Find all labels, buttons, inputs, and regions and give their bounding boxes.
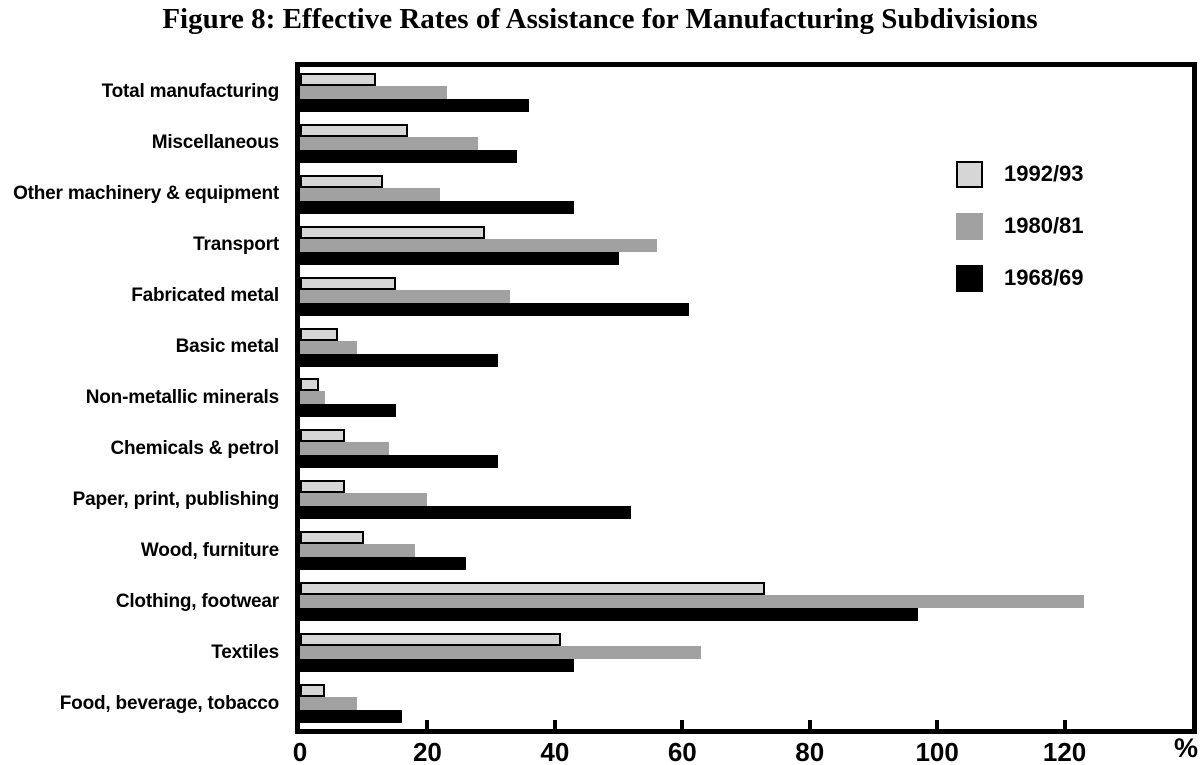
bar-1980-81 [300,697,358,711]
bar-1968-69 [300,200,574,214]
bar-1968-69 [300,302,689,316]
x-axis-tick [807,720,812,729]
legend-label: 1968/69 [1004,265,1084,290]
x-axis-tick-label: 80 [795,737,825,765]
x-axis-labels: 0 20 40 60 80 100 120 [0,737,1200,765]
legend-item: 1992/93 [956,148,1084,200]
bar-group [300,678,1192,729]
category-label: Basic metal [175,336,280,358]
legend-swatch-1980-81 [956,212,983,240]
bar-1980-81 [300,595,1084,609]
legend-label: 1980/81 [1004,213,1084,238]
x-axis-tick-label: 60 [667,737,697,765]
bar-1992-93 [300,684,326,698]
category-label: Non-metallic minerals [85,386,279,408]
bar-1980-81 [300,289,511,303]
x-axis-tick [1062,720,1067,729]
legend: 1992/93 1980/81 1968/69 [956,148,1084,304]
bar-group [300,271,1192,322]
category-label: Wood, furniture [140,539,279,561]
bar-1992-93 [300,582,766,596]
bar-group [300,169,1192,220]
category-label: Food, beverage, tobacco [59,692,279,714]
plot-area [295,62,1197,734]
bar-1992-93 [300,225,485,239]
bar-1968-69 [300,659,574,673]
bar-group [300,576,1192,627]
bar-1968-69 [300,353,498,367]
bar-1992-93 [300,72,377,86]
bar-1980-81 [300,442,390,456]
bar-group [300,627,1192,678]
bar-1980-81 [300,136,479,150]
x-axis-unit-label: % [1173,733,1199,763]
bar-1980-81 [300,544,415,558]
bar-1968-69 [300,710,402,724]
bar-1980-81 [300,646,702,660]
bar-1992-93 [300,327,339,341]
x-axis-tick [552,720,557,729]
bar-1980-81 [300,340,358,354]
legend-swatch-1968-69 [956,264,983,292]
bar-1968-69 [300,506,632,520]
bar-1992-93 [300,378,320,392]
category-label: Fabricated metal [131,285,279,307]
bar-1968-69 [300,251,619,265]
bar-1968-69 [300,404,396,418]
category-label: Miscellaneous [151,132,279,154]
bar-1992-93 [300,480,345,494]
legend-item: 1980/81 [956,200,1084,252]
bar-1992-93 [300,429,345,443]
legend-swatch-1992-93 [956,160,983,188]
bar-1992-93 [300,276,396,290]
category-label: Paper, print, publishing [72,488,280,510]
bar-1992-93 [300,531,364,545]
legend-item: 1968/69 [956,252,1084,304]
bar-1968-69 [300,98,530,112]
bar-1968-69 [300,608,919,622]
category-label: Other machinery & equipment [13,183,279,205]
x-axis-tick-label: 100 [915,737,959,765]
category-labels: Total manufacturing Miscellaneous Other ma… [0,67,288,729]
bar-1992-93 [300,123,409,137]
bar-1992-93 [300,174,383,188]
bar-1980-81 [300,493,428,507]
category-label: Clothing, footwear [115,590,279,612]
x-axis-tick [680,720,685,729]
bar-1980-81 [300,391,326,405]
x-axis-tick-label: 40 [540,737,570,765]
bar-group [300,525,1192,576]
chart-title: Figure 8: Effective Rates of Assistance … [162,3,1038,35]
bar-group [300,67,1192,118]
x-axis-tick-label: 120 [1042,737,1087,765]
bar-1968-69 [300,149,517,163]
bar-group [300,118,1192,169]
bar-1980-81 [300,187,441,201]
bar-group [300,423,1192,474]
bar-1992-93 [300,633,562,647]
bar-group [300,373,1192,424]
x-axis-tick-label: 20 [412,737,442,765]
bar-1968-69 [300,557,466,571]
x-axis-tick [935,720,940,729]
x-axis-tick [425,720,430,729]
bar-1980-81 [300,85,447,99]
bar-group [300,322,1192,373]
bar-1980-81 [300,238,657,252]
legend-label: 1992/93 [1004,161,1084,186]
category-label: Transport [193,234,279,256]
category-label: Chemicals & petrol [110,437,279,459]
bar-group [300,220,1192,271]
category-label: Total manufacturing [101,81,280,103]
x-axis-tick-label: 0 [292,737,308,765]
category-label: Textiles [211,641,279,663]
bar-group [300,474,1192,525]
bar-1968-69 [300,455,498,469]
